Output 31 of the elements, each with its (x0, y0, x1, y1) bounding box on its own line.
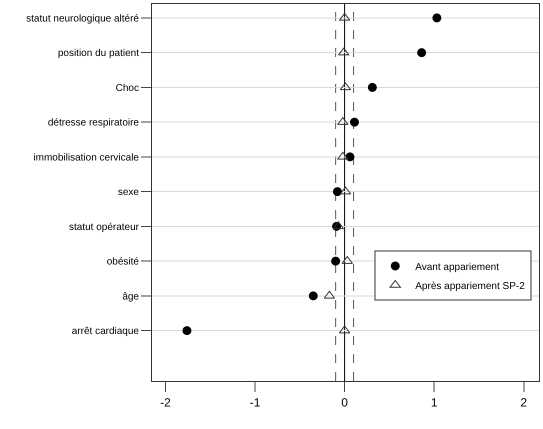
point (432, 13, 442, 22)
point (332, 221, 344, 230)
point (324, 290, 336, 299)
legend-label: Après appariement SP-2 (415, 280, 526, 292)
y-tick-label: statut opérateur (68, 222, 140, 233)
x-tick-label: 1 (430, 395, 438, 410)
y-tick-label: détresse respiratoire (48, 118, 140, 129)
point (350, 118, 359, 127)
x-tick-label: -1 (250, 395, 261, 410)
y-tick-label: sexe (118, 187, 140, 198)
point (331, 256, 340, 266)
y-tick-label: Choc (116, 82, 139, 94)
point (337, 152, 349, 160)
point (340, 82, 352, 90)
point (332, 187, 342, 196)
x-tick-label: 0 (341, 395, 348, 410)
legend-label: Avant appariement (415, 262, 500, 273)
y-tick-label: immobilisation cervicale (33, 152, 140, 164)
point (182, 326, 192, 336)
point (345, 152, 354, 162)
point (417, 48, 426, 58)
point (368, 82, 377, 92)
y-tick-label: âge (122, 291, 140, 302)
point (338, 12, 350, 21)
point (308, 291, 318, 300)
y-tick-label: obésité (106, 256, 140, 268)
y-tick-label: position du patient (58, 48, 140, 60)
y-tick-label: arrêt cardiaque (72, 326, 140, 338)
y-tick-label: statut neurologique altéré (26, 13, 140, 24)
x-tick-label: 2 (520, 395, 528, 410)
x-tick-label: -2 (160, 395, 172, 410)
